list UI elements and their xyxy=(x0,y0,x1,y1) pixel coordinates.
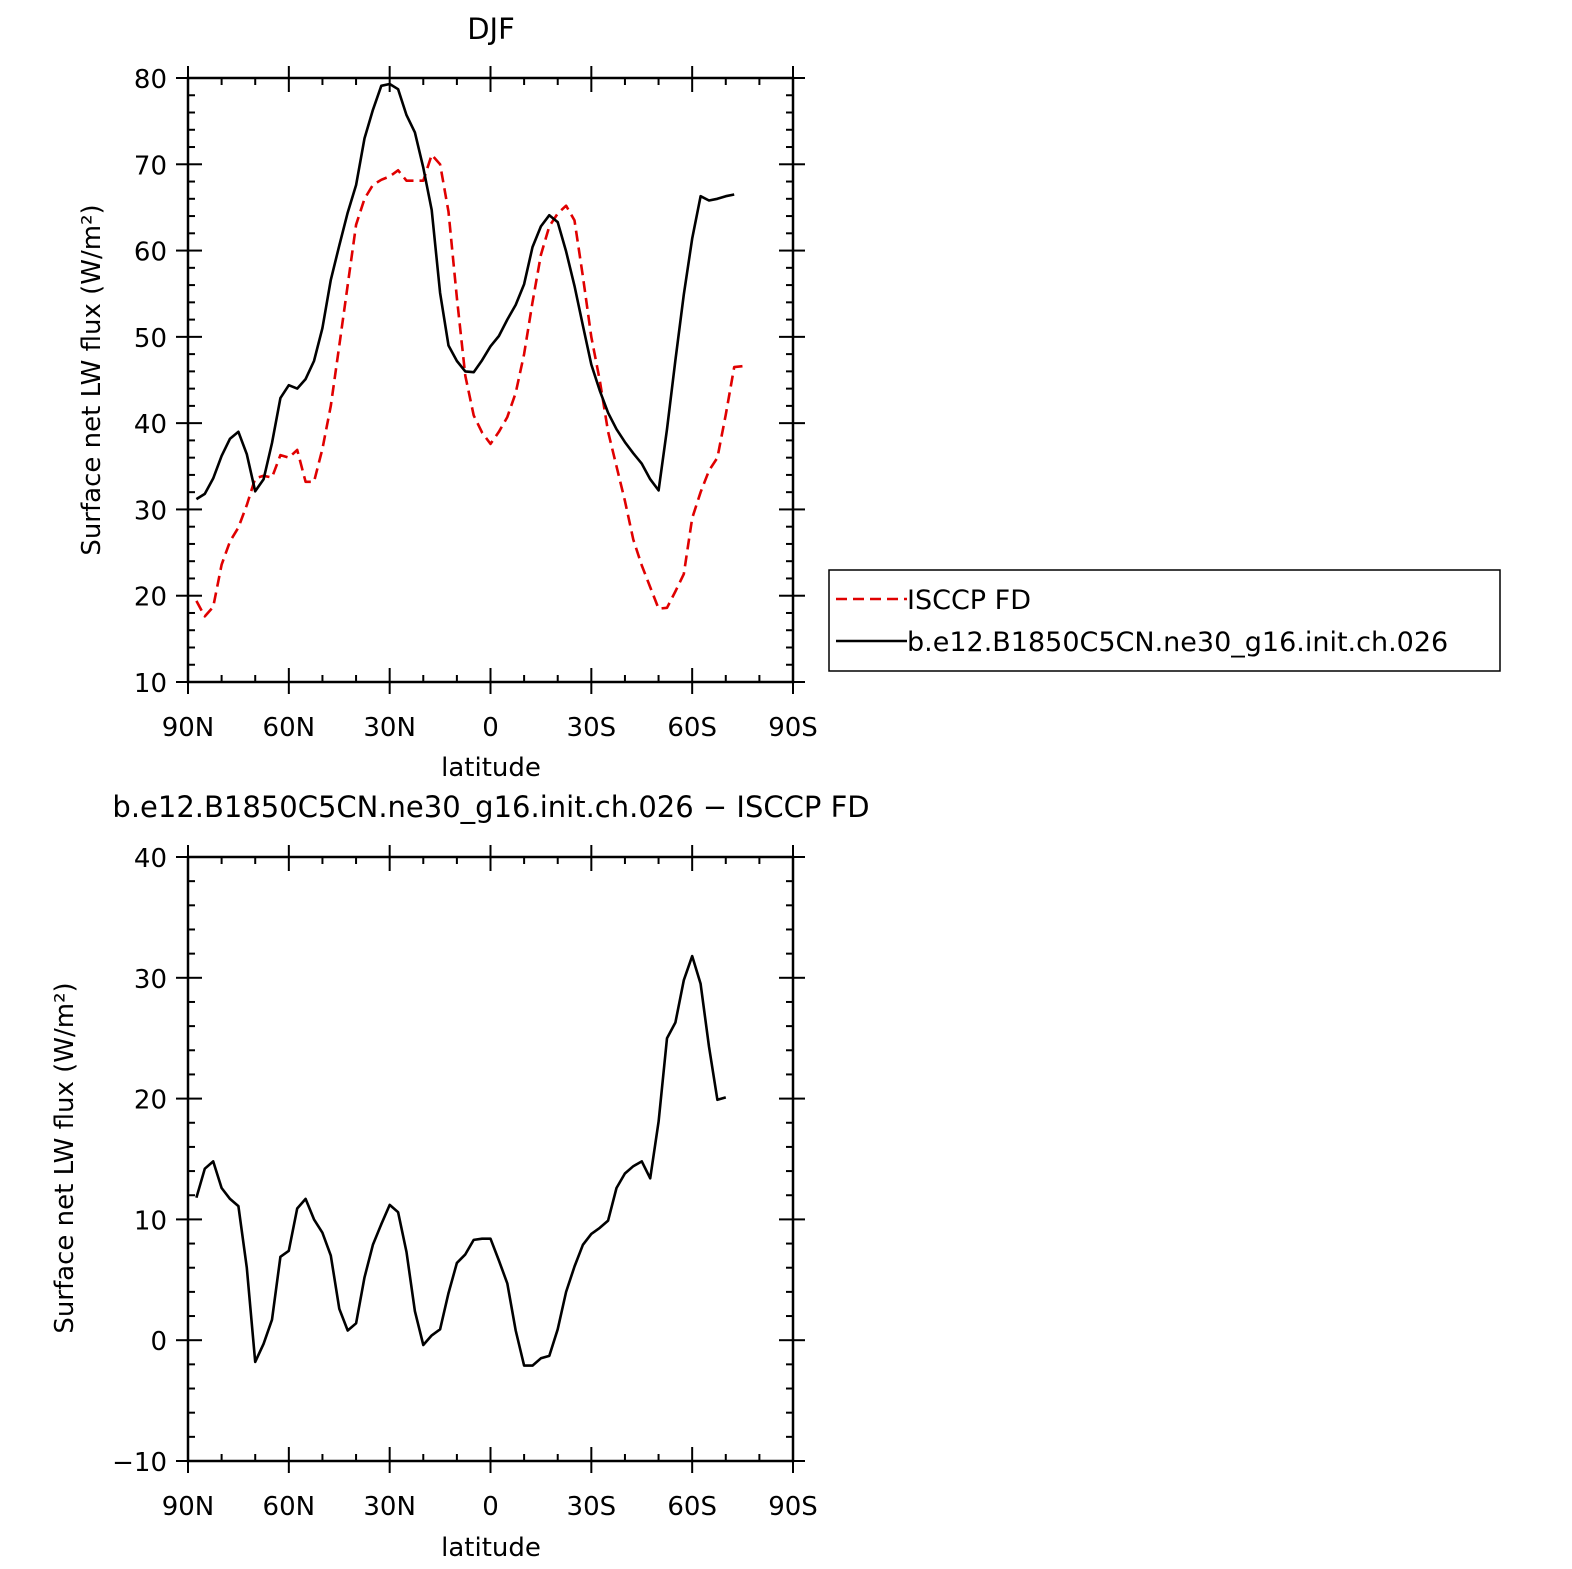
top-chart-series xyxy=(195,82,743,618)
top-chart-y-tick-label: 10 xyxy=(134,669,167,699)
bottom-chart-x-tick-labels: 90N 60N 30N 0 30S 60S 90S xyxy=(162,1492,818,1522)
bottom-chart-frame xyxy=(186,855,795,1463)
bottom-chart-y-tick-label: 10 xyxy=(134,1206,167,1236)
top-chart-x-tick-label: 60N xyxy=(263,713,316,743)
bottom-chart-x-tick-label: 60N xyxy=(263,1492,316,1522)
top-chart-frame xyxy=(186,76,795,684)
bottom-chart-title: b.e12.B1850C5CN.ne30_g16.init.ch.026 − I… xyxy=(112,790,869,824)
bottom-chart-x-tick-label: 90S xyxy=(768,1492,818,1522)
bottom-chart-series xyxy=(195,954,727,1367)
top-chart-y-tick-label: 60 xyxy=(134,238,167,268)
top-chart-panel: DJF 10 20 30 40 50 60 70 80 90N 60N 30N 0 30S 60S 90S… xyxy=(77,12,1501,783)
top-chart-y-tick-label: 70 xyxy=(134,151,167,181)
top-chart-y-tick-label: 20 xyxy=(134,583,167,613)
legend: ISCCP FD b.e12.B1850C5CN.ne30_g16.init.c… xyxy=(828,569,1501,672)
bottom-chart-panel: b.e12.B1850C5CN.ne30_g16.init.ch.026 − I… xyxy=(50,790,870,1563)
bottom-chart-y-tick-label: 20 xyxy=(134,1086,167,1116)
top-chart-x-tick-label: 90N xyxy=(162,713,215,743)
bottom-chart-y-tick-label: 30 xyxy=(134,965,167,995)
bottom-chart-y-tick-label: −10 xyxy=(112,1448,167,1478)
bottom-chart-x-tick-label: 30N xyxy=(363,1492,416,1522)
top-chart-x-tick-label: 30S xyxy=(567,713,617,743)
top-chart-x-axis-label: latitude xyxy=(441,753,541,783)
bottom-chart-y-axis-label: Surface net LW flux (W/m²) xyxy=(50,982,80,1333)
bottom-chart-y-tick-label: 40 xyxy=(134,844,167,874)
bottom-chart-x-tick-label: 60S xyxy=(667,1492,717,1522)
bottom-chart-y-tick-labels: −10 0 10 20 30 40 xyxy=(112,844,167,1478)
top-chart-series-line-0 xyxy=(195,153,743,618)
top-chart-series-line-1 xyxy=(195,82,735,501)
top-chart-y-tick-label: 30 xyxy=(134,496,167,526)
top-chart-x-tick-label: 30N xyxy=(363,713,416,743)
bottom-chart-y-tick-label: 0 xyxy=(150,1327,167,1357)
top-chart-x-tick-label: 0 xyxy=(482,713,499,743)
top-chart-y-tick-labels: 10 20 30 40 50 60 70 80 xyxy=(134,65,167,699)
top-chart-x-tick-label: 90S xyxy=(768,713,818,743)
top-chart-x-tick-labels: 90N 60N 30N 0 30S 60S 90S xyxy=(162,713,818,743)
bottom-chart-x-axis-label: latitude xyxy=(441,1533,541,1563)
bottom-chart-ticks xyxy=(176,845,805,1473)
legend-label-isccp: ISCCP FD xyxy=(907,585,1031,616)
top-chart-y-tick-label: 40 xyxy=(134,410,167,440)
bottom-chart-series-line-0 xyxy=(195,954,727,1367)
top-chart-y-axis-label: Surface net LW flux (W/m²) xyxy=(77,204,107,555)
top-chart-title: DJF xyxy=(467,12,515,46)
top-chart-y-tick-label: 50 xyxy=(134,324,167,354)
top-chart-x-tick-label: 60S xyxy=(667,713,717,743)
legend-box xyxy=(828,569,1501,672)
legend-label-model: b.e12.B1850C5CN.ne30_g16.init.ch.026 xyxy=(907,627,1448,658)
bottom-chart-x-tick-label: 0 xyxy=(482,1492,499,1522)
bottom-chart-x-tick-label: 30S xyxy=(567,1492,617,1522)
bottom-chart-x-tick-label: 90N xyxy=(162,1492,215,1522)
top-chart-ticks xyxy=(176,66,805,694)
top-chart-y-tick-label: 80 xyxy=(134,65,167,95)
